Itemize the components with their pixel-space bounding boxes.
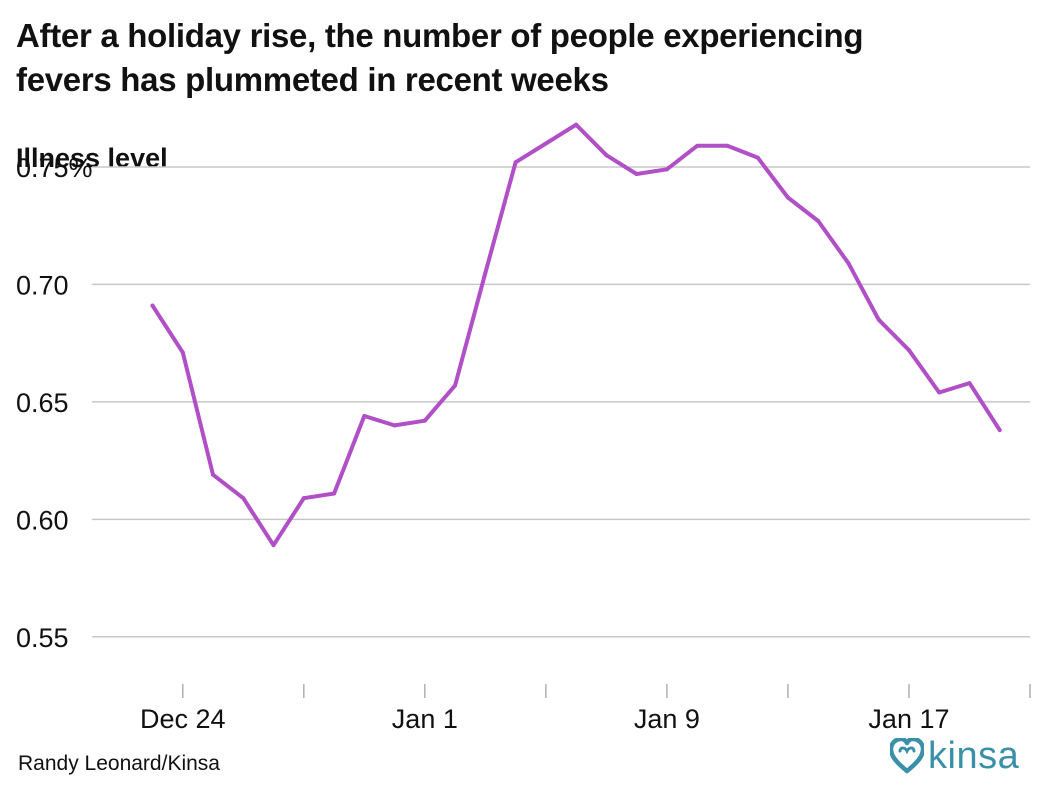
x-tick-label: Jan 17	[868, 704, 949, 734]
y-axis-label: Illness level	[16, 143, 168, 173]
data-point	[180, 350, 185, 355]
source-credit: Randy Leonard/Kinsa	[18, 752, 220, 775]
chart-title-line-2: fevers has plummeted in recent weeks	[16, 61, 609, 98]
data-point	[937, 390, 942, 395]
x-ticks: Dec 24 Jan 1 Jan 9 Jan 17	[140, 684, 1031, 734]
data-point	[604, 153, 609, 158]
data-point	[634, 172, 639, 177]
data-point	[755, 155, 760, 160]
data-point	[725, 143, 730, 148]
data-point	[150, 303, 155, 308]
data-point	[906, 348, 911, 353]
chart-title: After a holiday rise, the number of peop…	[16, 14, 1036, 102]
data-point	[241, 496, 246, 501]
series-layer	[150, 122, 1002, 548]
data-point	[422, 418, 427, 423]
data-point	[695, 143, 700, 148]
data-point	[392, 423, 397, 428]
data-point	[967, 381, 972, 386]
data-point	[332, 491, 337, 496]
data-point	[271, 543, 276, 548]
chart-title-line-1: After a holiday rise, the number of peop…	[16, 17, 864, 54]
data-point	[785, 195, 790, 200]
y-tick-label: 0.55	[16, 623, 69, 653]
y-tick-label: 0.70	[16, 270, 69, 300]
data-point	[816, 219, 821, 224]
data-point	[483, 270, 488, 275]
data-point	[301, 496, 306, 501]
x-tick-label: Jan 9	[634, 704, 700, 734]
data-point	[211, 472, 216, 477]
series-line-0	[150, 122, 1002, 548]
data-point	[362, 413, 367, 418]
data-point	[453, 383, 458, 388]
data-point	[876, 317, 881, 322]
data-point	[513, 160, 518, 165]
y-tick-label: 0.65	[16, 388, 69, 418]
x-tick-label: Dec 24	[140, 704, 226, 734]
y-tick-label: 0.60	[16, 505, 69, 535]
x-tick-label: Jan 1	[392, 704, 458, 734]
data-point	[574, 122, 579, 127]
y-tick-labels: 0.75% 0.70 0.65 0.60 0.55	[16, 153, 93, 653]
data-point	[664, 167, 669, 172]
grid-lines	[92, 166, 1030, 638]
kinsa-logo: kinsa	[890, 734, 1019, 778]
heart-icon	[890, 738, 924, 774]
data-point	[543, 141, 548, 146]
data-point	[846, 261, 851, 266]
data-point	[997, 428, 1002, 433]
y-tick-label: 0.75%	[16, 153, 93, 183]
logo-wordmark: kinsa	[928, 735, 1020, 777]
